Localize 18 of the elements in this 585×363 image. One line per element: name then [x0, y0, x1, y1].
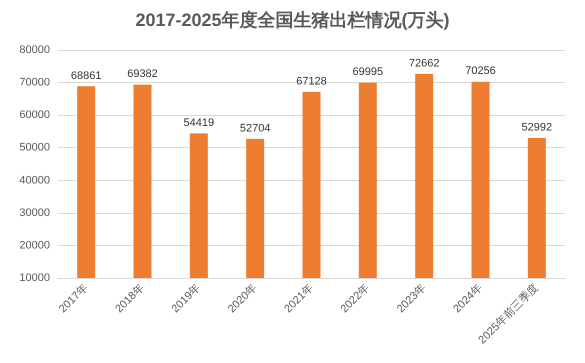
- y-tick-label: 30000: [19, 206, 50, 219]
- data-label: 70256: [465, 65, 496, 78]
- data-label: 54419: [184, 116, 214, 129]
- data-label: 67128: [296, 75, 327, 88]
- data-label: 69382: [127, 68, 158, 80]
- data-label: 69995: [352, 66, 384, 78]
- y-tick-label: 20000: [19, 239, 50, 252]
- data-label: 68861: [70, 70, 102, 82]
- y-tick-label: 80000: [19, 44, 50, 56]
- y-tick-label: 70000: [19, 76, 50, 89]
- chart-title: 2017-2025年度全国生猪出栏情况(万头): [135, 10, 450, 30]
- data-label: 52992: [522, 121, 552, 134]
- y-tick-label: 10000: [19, 272, 50, 284]
- data-label: 52704: [240, 122, 270, 134]
- y-tick-label: 60000: [19, 109, 50, 122]
- y-tick-label: 50000: [19, 142, 50, 154]
- y-tick-label: 40000: [19, 174, 50, 186]
- data-label: 72662: [408, 57, 440, 70]
